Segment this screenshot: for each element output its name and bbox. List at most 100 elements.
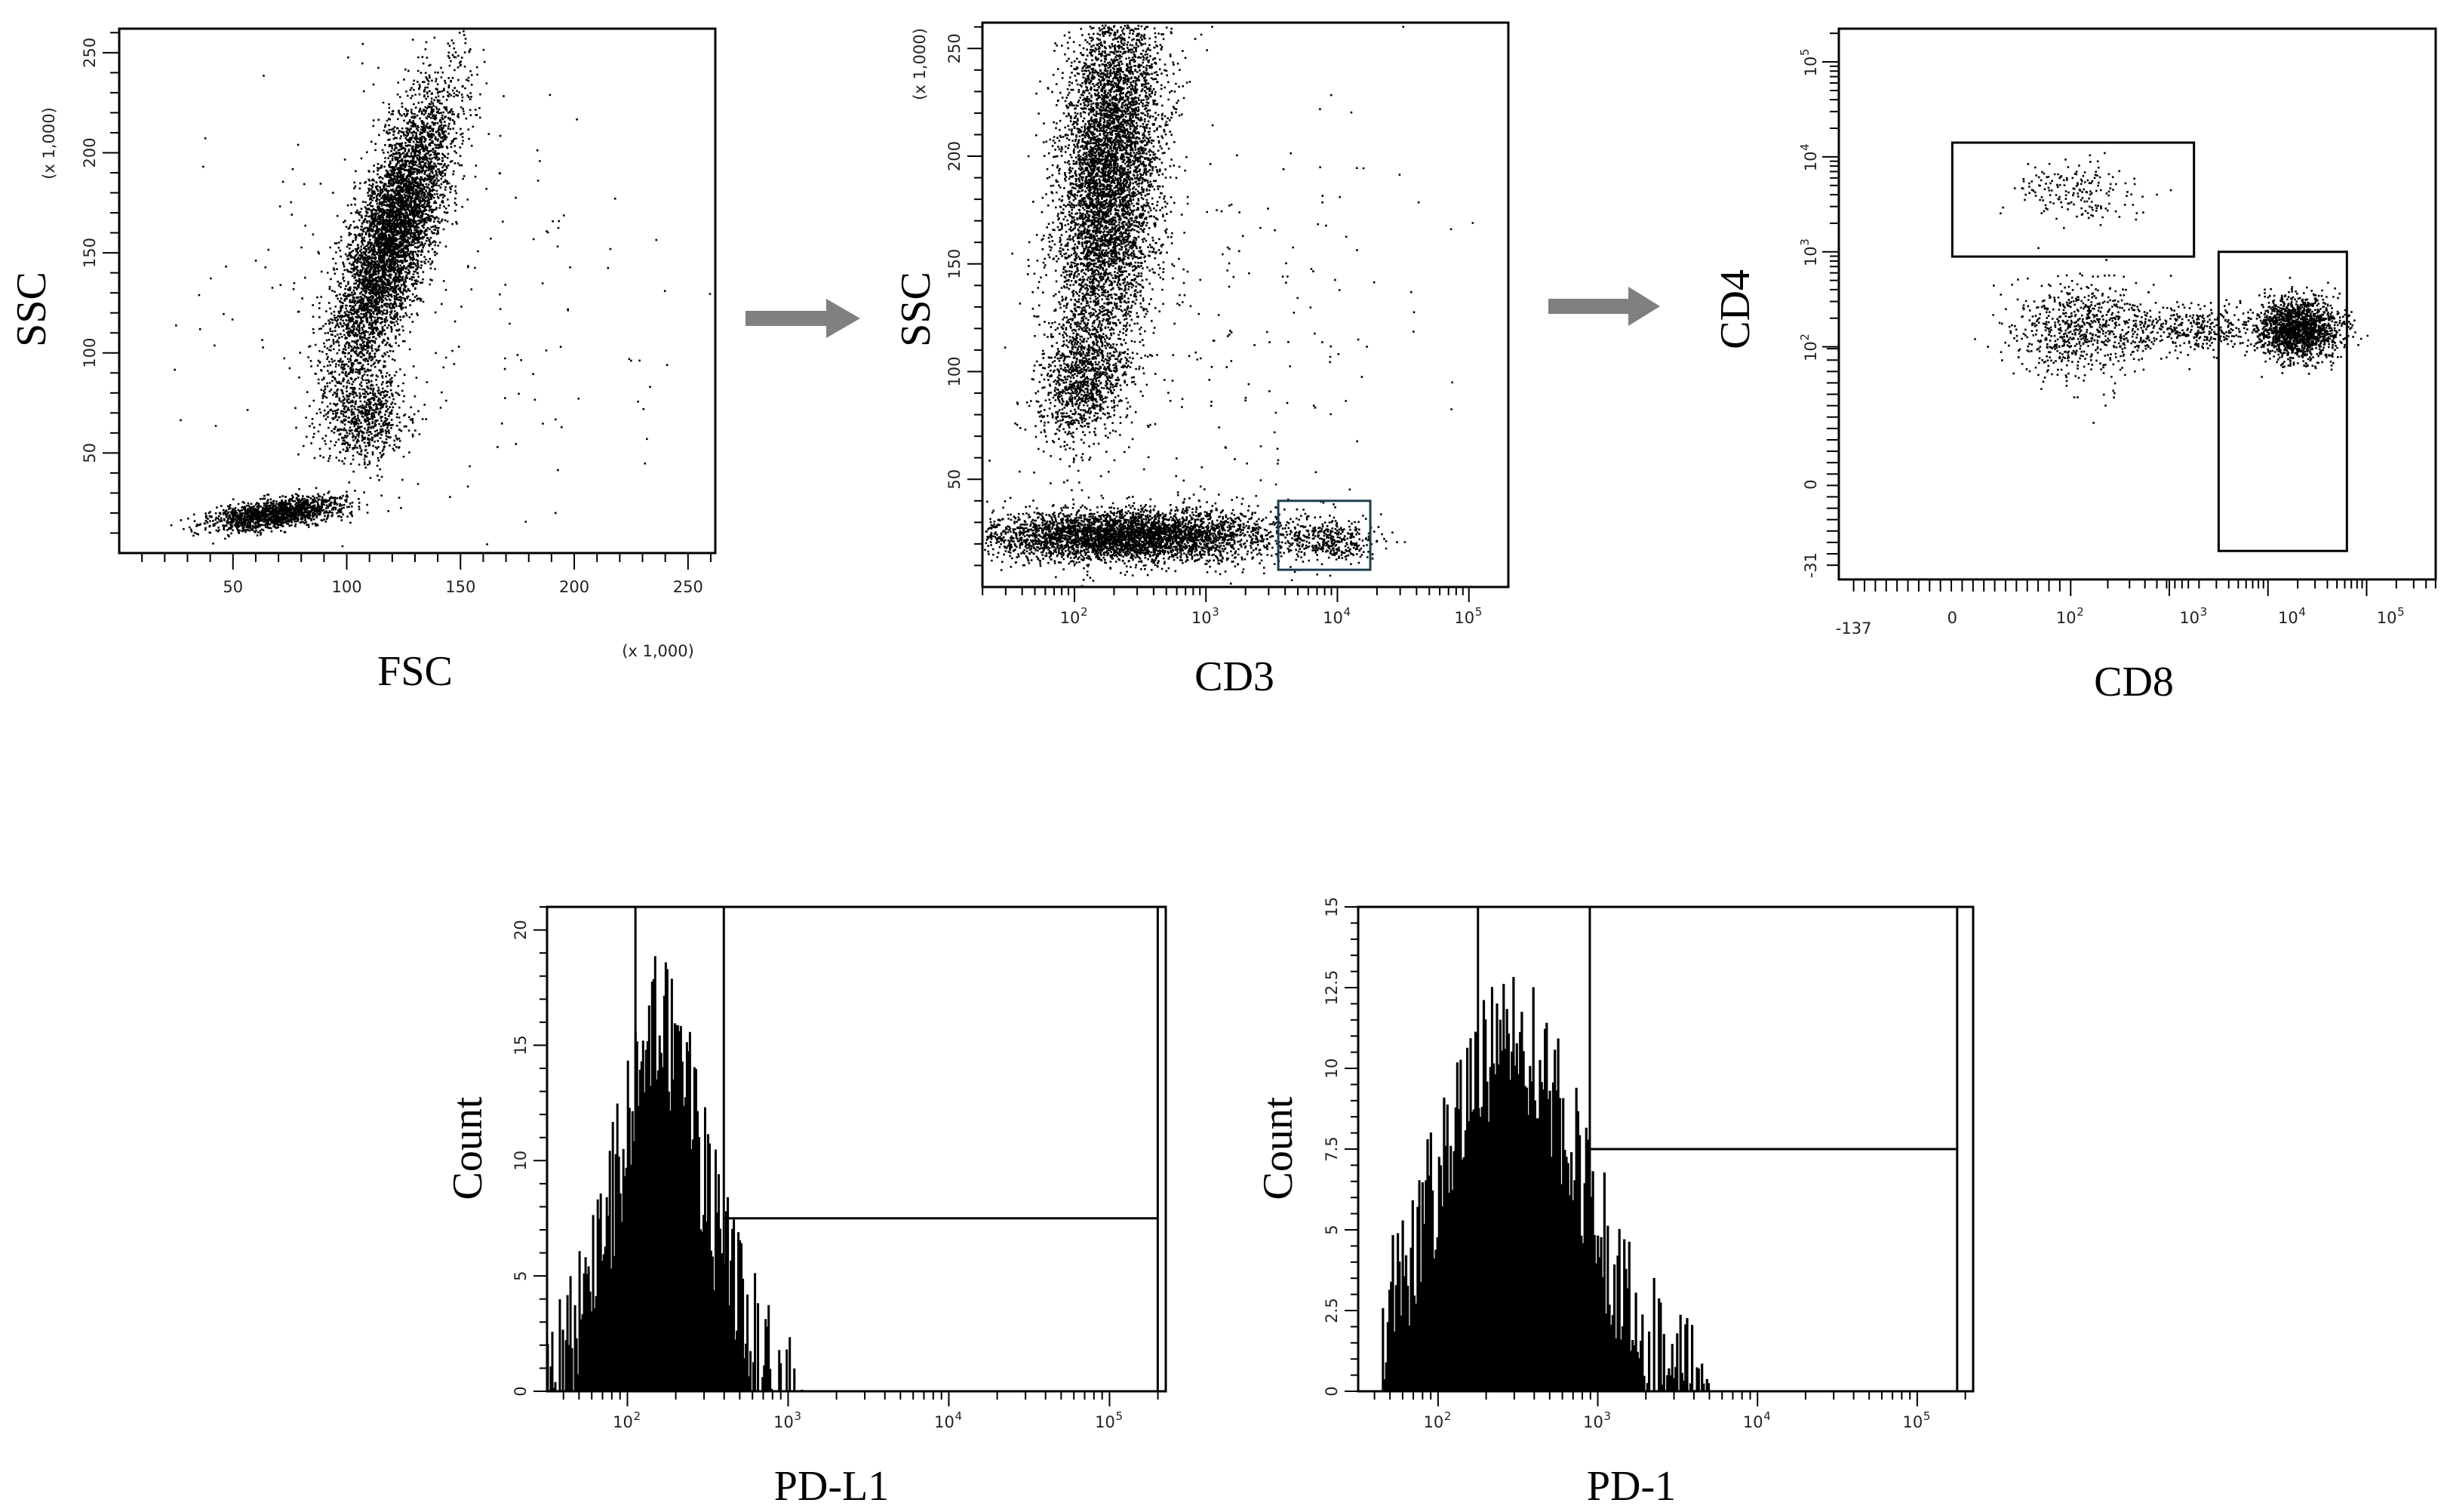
svg-text:10: 10 <box>773 1413 794 1431</box>
histogram-x-tick-label: 10 2 <box>1423 1409 1451 1431</box>
svg-text:10: 10 <box>1802 152 1820 172</box>
histogram-y-tick-label: 10 <box>1323 1059 1341 1079</box>
histogram-y-tick-label: 20 <box>512 920 530 940</box>
histogram-x-tick-label: 10 2 <box>613 1409 641 1431</box>
pdl1-plot-frame <box>546 905 1167 1393</box>
cd3-ssc-x-tick-label: 10 2 <box>1060 605 1088 627</box>
histogram-y-tick-label: 15 <box>512 1035 530 1056</box>
pdl1-x-title: PD-L1 <box>774 1463 889 1510</box>
cd8-cd4-y-tick-label: -31 <box>1802 552 1820 578</box>
cd8-cd4-x-tick-label: 10 5 <box>2377 605 2405 627</box>
svg-text:2: 2 <box>1444 1409 1452 1423</box>
svg-text:5: 5 <box>1115 1409 1123 1423</box>
fsc-ssc-ticks: 50 100 150 200 250 50 100 150 200 250 <box>81 32 712 596</box>
fsc-ssc-y-tick-label: 200 <box>81 137 99 167</box>
cd8-cd4-x-tick-label: -137 <box>1836 619 1872 638</box>
fsc-ssc-x-title: FSC <box>377 648 453 695</box>
cd8-cd4-y-tick-label: 103 <box>1798 238 1820 266</box>
svg-text:2: 2 <box>1798 333 1812 341</box>
svg-text:4: 4 <box>955 1409 962 1423</box>
cd3-ssc-plot-frame <box>981 21 1510 589</box>
cd8-cd4-x-title: CD8 <box>2094 659 2174 705</box>
fsc-ssc-y-title: SSC <box>8 272 55 347</box>
cd3-ssc-x-tick-label: 10 3 <box>1191 605 1219 627</box>
svg-text:10: 10 <box>1743 1413 1763 1431</box>
histogram-x-tick-label: 10 4 <box>934 1409 962 1431</box>
cd3-ssc-y-tick-label: 200 <box>945 141 964 171</box>
fsc-ssc-y-tick-label: 50 <box>81 443 99 463</box>
pd1-bars <box>1382 976 1713 1392</box>
svg-text:10: 10 <box>934 1413 955 1431</box>
fsc-ssc-x-tick-label: 100 <box>331 578 361 596</box>
panel-fsc-ssc: 50 100 150 200 250 50 100 150 200 250 SSC FSC (x … <box>8 27 717 695</box>
fsc-ssc-y-tick-label: 100 <box>81 338 99 368</box>
cd8-cd4-y-tick-label: 0 <box>1802 479 1820 489</box>
svg-text:3: 3 <box>2200 605 2208 619</box>
arrow-2-shape <box>1548 287 1660 326</box>
svg-text:10: 10 <box>1802 57 1820 77</box>
pd1-y-title: Count <box>1255 1096 1302 1200</box>
histogram-x-tick-label: 10 5 <box>1903 1409 1931 1431</box>
svg-text:10: 10 <box>1095 1413 1115 1431</box>
svg-text:10: 10 <box>2056 609 2077 627</box>
cd3-ssc-y-tick-label: 250 <box>945 33 964 63</box>
cd8-cd4-x-tick-label: 10 3 <box>2179 605 2207 627</box>
svg-text:3: 3 <box>1604 1409 1612 1423</box>
arrow-1 <box>745 299 860 338</box>
cd8-cd4-y-tick-label: 104 <box>1798 143 1820 171</box>
svg-text:4: 4 <box>1798 143 1812 151</box>
cd3-ssc-y-title: SSC <box>893 272 939 347</box>
svg-text:4: 4 <box>1343 605 1351 619</box>
svg-text:4: 4 <box>2298 605 2306 619</box>
cd8-cd4-x-tick-label: 10 4 <box>2278 605 2306 627</box>
svg-text:10: 10 <box>1323 609 1343 627</box>
svg-text:3: 3 <box>794 1409 801 1423</box>
pdl1-histogram-bars <box>546 956 804 1392</box>
cd3-ssc-x-tick-label: 10 5 <box>1454 605 1482 627</box>
svg-text:5: 5 <box>1923 1409 1931 1423</box>
histogram-y-tick-label: 12.5 <box>1323 970 1341 1006</box>
svg-text:10: 10 <box>1802 246 1820 266</box>
cd8-cd4-plot-frame <box>1837 27 2437 581</box>
cd8-cd4-x-tick-label: 10 2 <box>2056 605 2084 627</box>
cd3-ssc-y-tick-label: 100 <box>945 356 964 386</box>
cd3-positive-gate <box>1277 499 1372 571</box>
histogram-y-tick-label: 2.5 <box>1323 1298 1341 1323</box>
svg-text:10: 10 <box>1454 609 1474 627</box>
fsc-ssc-event-dots <box>170 30 712 548</box>
svg-text:10: 10 <box>613 1413 633 1431</box>
cd4-positive-gate <box>1951 141 2196 258</box>
arrow-1-shape <box>745 299 860 338</box>
cd8-cd4-event-dots <box>1974 152 2369 424</box>
cd3-ssc-y-scale-note: (x 1,000) <box>911 28 929 100</box>
histogram-y-tick-label: 5 <box>512 1271 530 1280</box>
histogram-y-tick-label: 10 <box>512 1151 530 1171</box>
fsc-ssc-x-tick-label: 200 <box>559 578 589 596</box>
svg-text:3: 3 <box>1798 238 1812 246</box>
histogram-y-tick-label: 15 <box>1323 897 1341 917</box>
histogram-x-tick-label: 10 4 <box>1743 1409 1771 1431</box>
fsc-ssc-x-tick-label: 250 <box>673 578 703 596</box>
svg-text:10: 10 <box>1802 341 1820 361</box>
cd3-ssc-x-tick-label: 10 4 <box>1323 605 1351 627</box>
fsc-ssc-x-tick-label: 50 <box>223 578 243 596</box>
cd8-cd4-dots <box>1974 152 2369 424</box>
cd3-ssc-y-tick-label: 150 <box>945 249 964 279</box>
pdl1-y-title: Count <box>444 1096 491 1200</box>
histogram-x-tick-label: 10 5 <box>1095 1409 1123 1431</box>
svg-text:10: 10 <box>2377 609 2397 627</box>
histogram-y-tick-label: 0 <box>512 1386 530 1396</box>
pdl1-bars <box>546 956 804 1392</box>
svg-text:10: 10 <box>2278 609 2298 627</box>
svg-text:4: 4 <box>1763 1409 1771 1423</box>
arrow-2 <box>1548 287 1660 326</box>
svg-text:10: 10 <box>2179 609 2200 627</box>
cd8-cd4-y-tick-label: 102 <box>1798 333 1820 361</box>
cd3-ssc-dots <box>984 24 1474 588</box>
cd3-ssc-gates <box>1277 499 1372 571</box>
histogram-x-tick-label: 10 3 <box>773 1409 801 1431</box>
